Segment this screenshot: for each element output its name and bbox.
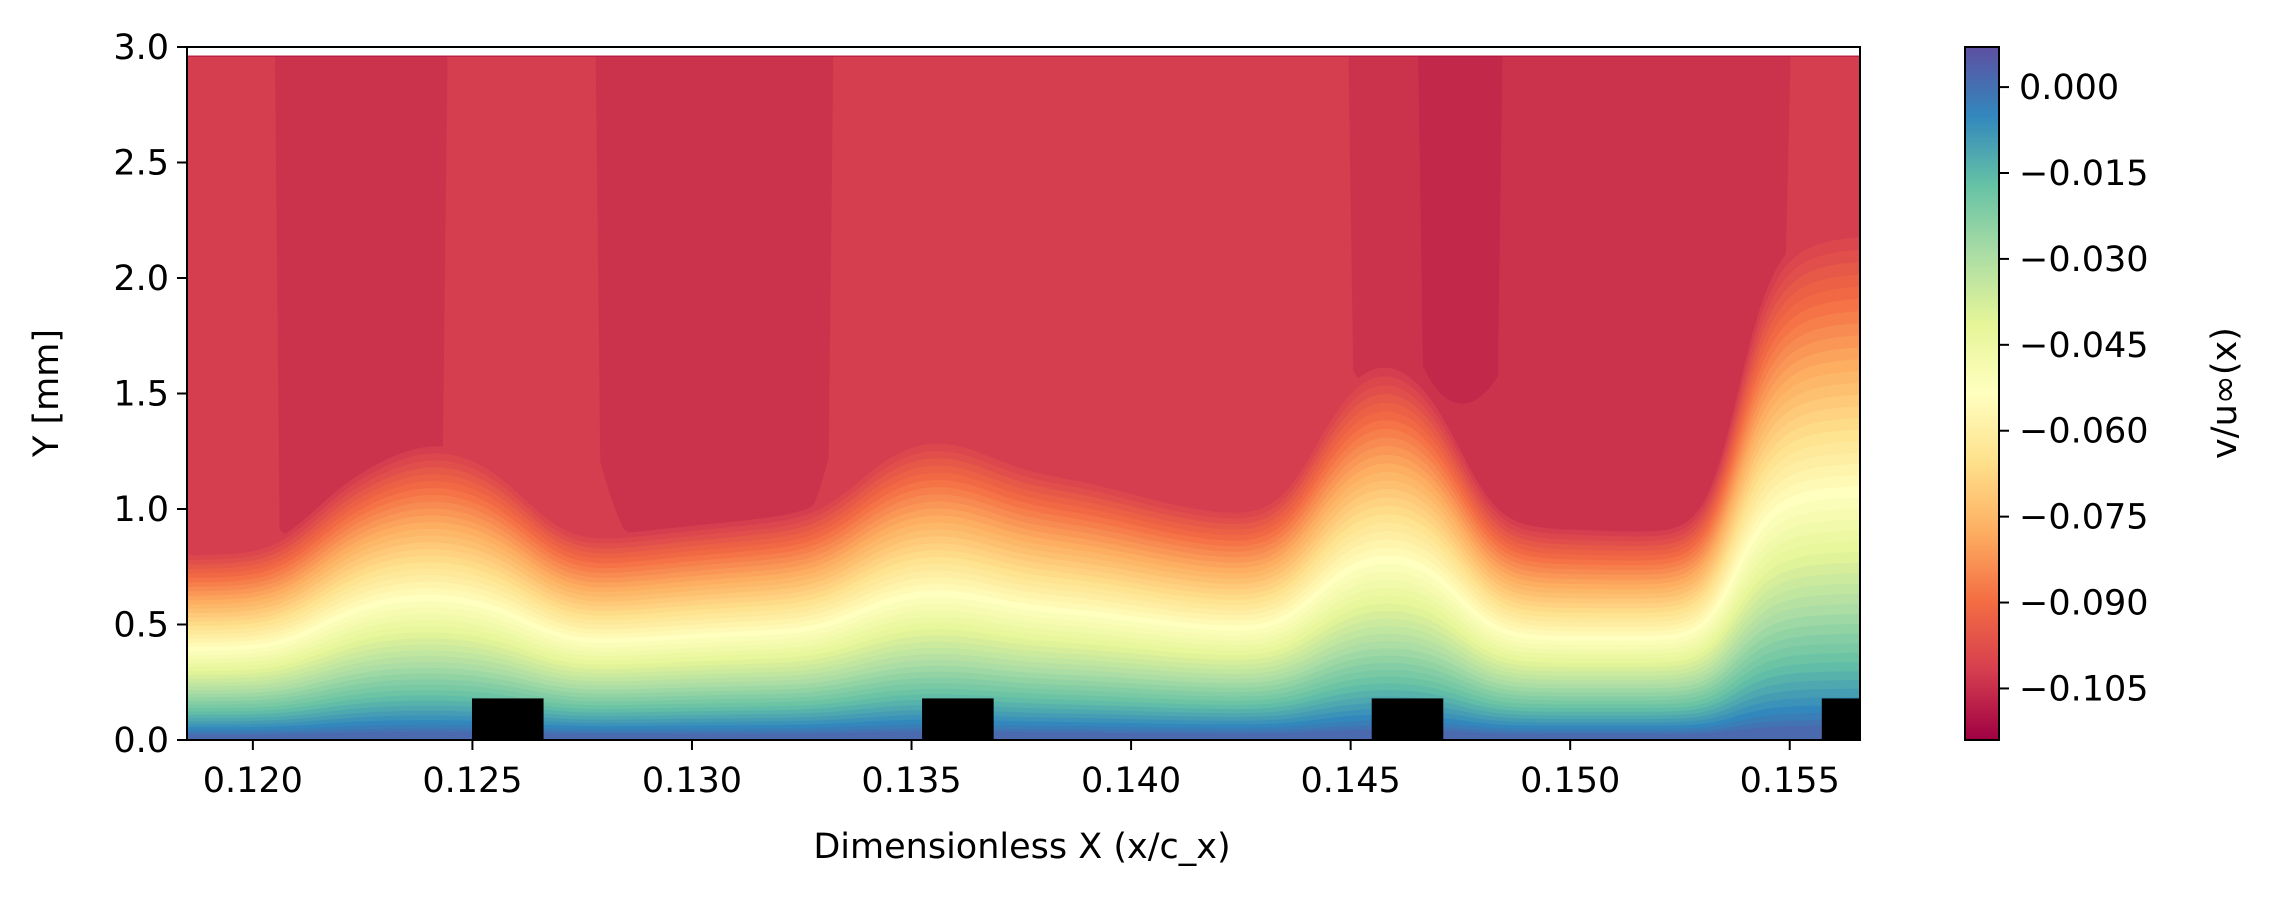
colorbar-tick-label: −0.105	[2019, 669, 2149, 709]
y-axis-label: Y [mm]	[27, 329, 67, 458]
roughness-element	[471, 698, 544, 740]
contour-field	[186, 47, 1861, 741]
y-tick-label: 2.5	[113, 144, 169, 184]
x-tick-label: 0.120	[203, 761, 303, 801]
x-axis-label: Dimensionless X (x/c_x)	[813, 827, 1230, 867]
x-tick-label: 0.125	[422, 761, 522, 801]
x-tick-label: 0.155	[1740, 761, 1840, 801]
colorbar-tick-label: −0.060	[2019, 412, 2149, 452]
colorbar-tick-label: −0.030	[2019, 240, 2149, 280]
y-tick-label: 0.5	[113, 606, 169, 646]
roughness-element	[1821, 698, 1860, 740]
y-tick-label: 1.0	[113, 490, 169, 530]
roughness-element	[1371, 698, 1444, 740]
colorbar-ticks: 0.000 −0.015 −0.030 −0.045 −0.060 −0.075 −0.09…	[1999, 68, 2149, 709]
roughness-elements	[471, 698, 1860, 740]
x-tick-label: 0.130	[642, 761, 742, 801]
x-tick-label: 0.135	[861, 761, 961, 801]
colorbar-tick-label: −0.075	[2019, 498, 2149, 538]
colorbar-tick-label: −0.015	[2019, 154, 2149, 194]
y-tick-label: 3.0	[113, 28, 169, 68]
colorbar-tick-label: 0.000	[2019, 68, 2119, 108]
y-tick-label: 0.0	[113, 721, 169, 761]
colorbar-label: v/u∞(x)	[2205, 327, 2245, 459]
y-axis: 0.0 0.5 1.0 1.5 2.0 2.5 3.0	[113, 28, 187, 761]
colorbar-tick-label: −0.090	[2019, 584, 2149, 624]
y-tick-label: 2.0	[113, 259, 169, 299]
x-axis: 0.120 0.125 0.130 0.135 0.140 0.145 0.150 0.155	[203, 740, 1840, 801]
x-tick-label: 0.145	[1301, 761, 1401, 801]
colorbar-tick-label: −0.045	[2019, 326, 2149, 366]
colorbar: 0.000 −0.015 −0.030 −0.045 −0.060 −0.075 −0.09…	[1964, 46, 2245, 741]
y-tick-label: 1.5	[113, 375, 169, 415]
colorbar-gradient	[1964, 46, 2000, 741]
x-tick-label: 0.140	[1081, 761, 1181, 801]
x-tick-label: 0.150	[1520, 761, 1620, 801]
plot-area	[186, 46, 1861, 741]
roughness-element	[922, 698, 994, 740]
